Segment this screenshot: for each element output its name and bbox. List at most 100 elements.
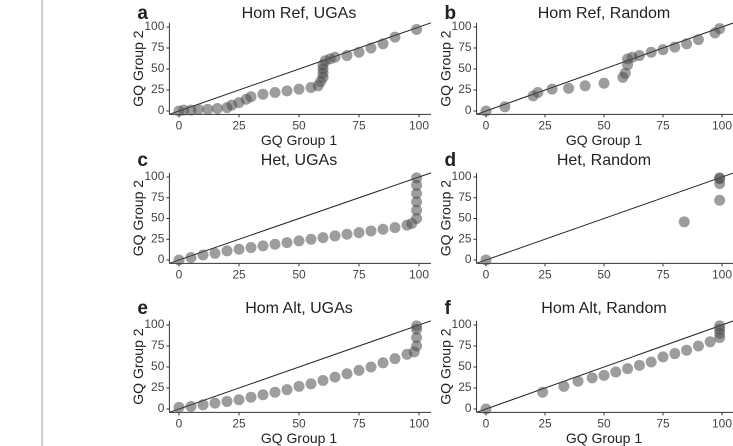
x-tick-label: 0 (176, 417, 183, 431)
point (329, 51, 341, 63)
point (499, 101, 511, 113)
x-tick-label: 50 (292, 417, 306, 431)
point (257, 389, 269, 401)
point (411, 320, 423, 332)
y-tick-label: 0 (465, 103, 472, 117)
x-tick-label: 25 (232, 119, 246, 133)
point (411, 196, 423, 208)
point (714, 320, 726, 332)
point (389, 222, 401, 234)
point (411, 172, 423, 184)
point (558, 380, 570, 392)
point (233, 394, 245, 406)
y-tick-label: 0 (158, 103, 165, 117)
point (365, 361, 377, 373)
point (269, 87, 281, 99)
y-tick-label: 0 (465, 252, 472, 266)
reference-line (476, 320, 733, 413)
y-tick-label: 25 (151, 380, 165, 394)
point (714, 172, 726, 184)
x-tick-label: 25 (538, 267, 552, 281)
x-tick-label: 0 (483, 119, 490, 133)
panel-title: Hom Alt, Random (541, 300, 666, 317)
point (221, 395, 233, 407)
x-tick-label: 50 (597, 267, 611, 281)
y-tick-label: 75 (151, 338, 165, 352)
point (341, 228, 353, 240)
point (619, 67, 631, 79)
point (192, 103, 204, 115)
point (281, 85, 293, 97)
point (645, 46, 657, 58)
point (714, 194, 726, 206)
point (681, 344, 693, 356)
x-axis-label: GQ Group 1 (566, 430, 642, 446)
x-tick-label: 0 (176, 119, 183, 133)
y-tick-label: 100 (452, 19, 472, 33)
y-tick-label: 50 (151, 359, 165, 373)
point (293, 235, 305, 247)
point (411, 188, 423, 200)
x-tick-label: 75 (352, 119, 366, 133)
panel-title: Het, Random (557, 152, 651, 169)
point (377, 223, 389, 235)
x-tick-label: 100 (409, 119, 429, 133)
y-axis-label: GQ Group 2 (437, 328, 453, 404)
x-tick-label: 100 (712, 119, 732, 133)
point (281, 237, 293, 249)
point (704, 336, 716, 348)
point (221, 245, 233, 257)
point (245, 242, 257, 254)
y-tick-label: 0 (158, 252, 165, 266)
point (633, 359, 645, 371)
point (365, 225, 377, 237)
x-tick-label: 75 (352, 417, 366, 431)
point (692, 340, 704, 352)
y-tick-label: 75 (458, 190, 472, 204)
point (622, 363, 634, 375)
panel-letter: c (137, 150, 148, 171)
point (480, 403, 492, 415)
y-tick-label: 75 (458, 40, 472, 54)
y-tick-label: 0 (465, 401, 472, 415)
panel-title: Hom Ref, UGAs (242, 5, 357, 22)
x-tick-label: 25 (538, 417, 552, 431)
y-tick-label: 100 (144, 19, 164, 33)
y-tick-label: 25 (458, 231, 472, 245)
point (353, 227, 365, 239)
x-axis-label: GQ Group 1 (261, 430, 337, 446)
point (598, 77, 610, 89)
x-axis-label: GQ Group 1 (566, 132, 642, 148)
y-tick-label: 75 (151, 40, 165, 54)
point (532, 87, 544, 99)
point (572, 375, 584, 387)
point (202, 103, 214, 115)
y-tick-label: 100 (144, 169, 164, 183)
point (645, 356, 657, 368)
point (245, 91, 257, 103)
point (586, 372, 598, 384)
x-tick-label: 75 (656, 119, 670, 133)
point (185, 252, 197, 264)
point (209, 397, 221, 409)
point (377, 357, 389, 369)
point (233, 243, 245, 255)
x-tick-label: 100 (409, 267, 429, 281)
point (173, 401, 185, 413)
point (353, 46, 365, 58)
y-tick-label: 50 (458, 359, 472, 373)
point (293, 83, 305, 95)
reference-line (169, 320, 432, 413)
panel-letter: f (445, 298, 452, 319)
panel-title: Het, UGAs (261, 152, 337, 169)
point (411, 213, 423, 224)
y-tick-label: 0 (158, 401, 165, 415)
x-tick-label: 50 (292, 119, 306, 133)
point (341, 368, 353, 380)
y-tick-label: 25 (151, 82, 165, 96)
point (293, 380, 305, 392)
reference-line (476, 172, 733, 264)
point (329, 371, 341, 383)
y-axis-label: GQ Group 2 (130, 180, 146, 256)
